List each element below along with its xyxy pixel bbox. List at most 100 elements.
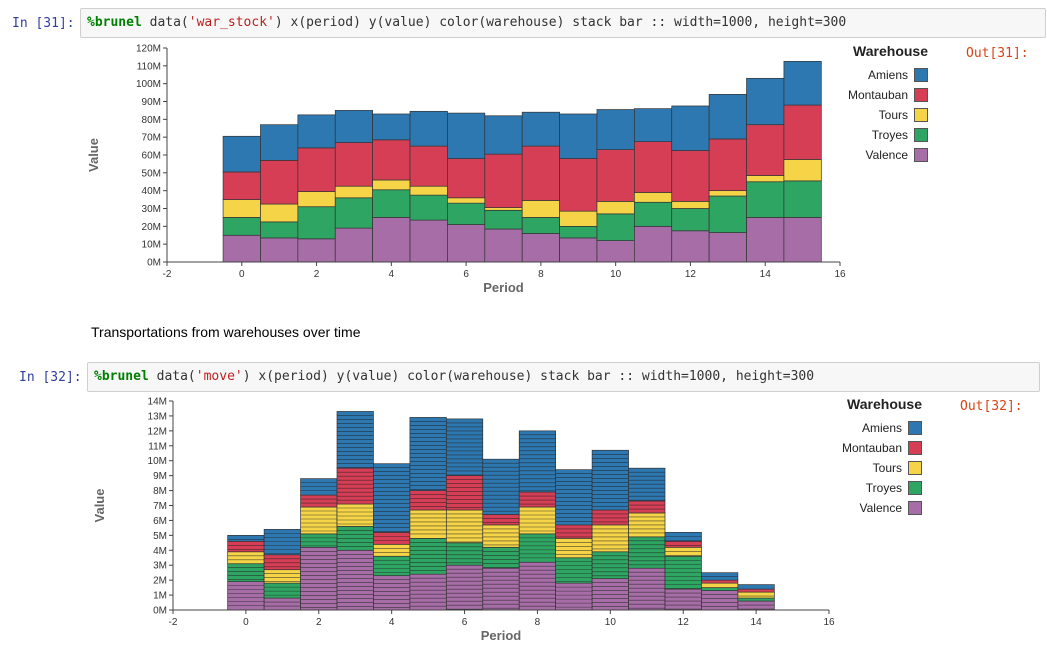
y-tick-label: 20M [142,222,161,233]
y-tick-label: 90M [142,97,161,108]
bar-segment-troyes [746,181,785,218]
legend-label: Amiens [867,68,908,82]
bar-segment-montauban [628,500,666,514]
x-tick-label: 2 [314,269,320,280]
bar-segment-amiens [518,430,557,493]
y-tick-label: 12M [148,426,167,437]
legend-swatch [914,88,928,102]
legend-swatch [914,108,928,122]
bar-segment-tours [783,159,822,182]
bar-segment-troyes [227,563,265,582]
bar-segment-montauban [373,532,411,545]
code-rest: ) x(period) y(value) color(warehouse) st… [274,15,847,30]
bar-segment-troyes [484,209,523,230]
legend-title: Warehouse [853,43,928,59]
bar-segment-tours [482,524,520,548]
bar-segment-valence [596,240,635,263]
bar-segment-amiens [222,135,261,173]
y-tick-label: 5M [153,531,167,542]
bar-segment-montauban [334,142,373,187]
bar-segment-troyes [783,180,822,218]
bar-segment-tours [518,506,557,535]
code-cell-input[interactable]: %brunel data('war_stock') x(period) y(va… [80,8,1046,38]
y-tick-label: 11M [148,441,167,452]
bar-segment-valence [482,567,520,611]
bar-segment-valence [559,237,598,263]
bar-segment-tours [708,190,747,197]
bar-segment-valence [447,224,486,263]
bar-segment-montauban [445,475,484,511]
bar-segment-montauban [521,145,560,201]
bar-segment-troyes [372,189,411,218]
code-string: 'war_stock' [188,15,275,30]
bar-segment-amiens [445,418,484,476]
legend-label: Valence [859,501,902,515]
bar-segment-valence [701,590,739,611]
bar-segment-amiens [555,469,593,526]
bar-segment-amiens [708,94,747,140]
legend-label: Troyes [865,481,902,495]
bar-segment-tours [596,201,635,215]
magic-keyword: %brunel [94,369,149,384]
bar-segment-valence [783,217,822,263]
x-tick-label: 0 [239,269,245,280]
bar-segment-troyes [260,221,299,239]
bar-segment-montauban [671,150,710,202]
bar-segment-valence [664,588,702,611]
x-tick-label: 10 [605,617,617,628]
bar-segment-tours [447,197,486,204]
bar-segment-amiens [447,112,486,159]
x-tick-label: 16 [834,269,846,280]
input-prompt: In [31]: [12,16,75,31]
legend-item-tours: Tours [830,458,922,478]
bar-segment-troyes [701,587,739,591]
bar-segment-montauban [372,139,411,181]
bar-segment-amiens [482,458,520,515]
bar-segment-troyes [482,546,520,569]
legend-swatch [908,441,922,455]
bar-segment-valence [634,225,673,263]
bar-segment-montauban [783,104,822,160]
bar-segment-montauban [737,588,775,593]
y-tick-label: 3M [153,561,167,572]
legend-label: Amiens [861,421,902,435]
bar-segment-troyes [628,536,666,569]
bar-segment-troyes [737,597,775,602]
bar-segment-amiens [409,110,448,147]
bar-segment-valence [334,227,373,263]
x-tick-label: -2 [163,269,172,280]
x-tick-label: 12 [685,269,697,280]
bar-segment-valence [336,549,374,611]
bar-segment-amiens [634,108,673,142]
x-tick-label: 14 [751,617,763,628]
legend-item-valence: Valence [830,498,922,518]
bar-segment-troyes [596,213,635,241]
bar-segment-tours [227,551,265,565]
bar-segment-tours [484,207,523,211]
bar-segment-montauban [708,138,747,192]
bar-segment-montauban [518,491,557,508]
bar-segment-troyes [334,197,373,229]
y-tick-label: 50M [142,168,161,179]
bar-segment-valence [300,546,338,611]
x-tick-label: 8 [535,617,541,628]
bar-segment-troyes [671,208,710,232]
bar-segment-troyes [409,194,448,221]
code-cell-input[interactable]: %brunel data('move') x(period) y(value) … [87,362,1040,392]
y-tick-label: 13M [148,411,167,422]
bar-segment-tours [521,200,560,218]
y-tick-label: 0M [147,258,161,269]
x-axis-label: Period [481,628,522,643]
y-tick-label: 10M [142,240,161,251]
legend-swatch [908,461,922,475]
chart-legend: Warehouse Amiens Montauban Tours Troyes Vale… [830,396,922,518]
bar-segment-montauban [227,540,265,553]
bar-segment-tours [737,591,775,599]
legend-item-amiens: Amiens [836,65,928,85]
legend-swatch [914,128,928,142]
x-tick-label: 12 [678,617,690,628]
output-prompt: Out[31]: [966,46,1029,61]
code-text: data( [149,15,189,30]
bar-segment-troyes [559,225,598,239]
bar-segment-tours [222,199,261,218]
